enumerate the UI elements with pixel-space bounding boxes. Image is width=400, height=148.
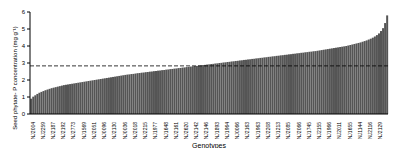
svg-text:NJ2146: NJ2146 [203,122,209,139]
svg-text:NJ2192: NJ2192 [60,122,66,139]
svg-text:NJ2130: NJ2130 [111,122,117,139]
svg-text:NJ1977: NJ1977 [152,122,158,139]
svg-text:NJ2129: NJ2129 [377,122,383,139]
svg-text:NJ2051: NJ2051 [91,122,97,139]
svg-text:NJ1655: NJ1655 [347,122,353,139]
svg-text:3: 3 [22,60,26,66]
svg-text:NJ1648: NJ1648 [163,122,169,139]
svg-text:NJ1745: NJ1745 [306,122,312,139]
svg-text:NJ1966: NJ1966 [326,122,332,139]
svg-text:NJ2018: NJ2018 [132,122,138,139]
svg-text:NJ2259: NJ2259 [40,122,46,139]
svg-text:1: 1 [22,94,26,100]
svg-text:NJ1569: NJ1569 [81,122,87,139]
svg-text:NJ2085: NJ2085 [285,122,291,139]
svg-text:6: 6 [22,9,26,15]
svg-text:NJ2011: NJ2011 [336,122,342,139]
svg-text:NJ1213: NJ1213 [275,122,281,139]
svg-text:NJ0096: NJ0096 [101,122,107,139]
svg-text:NJ2142: NJ2142 [193,122,199,139]
svg-text:NJ2163: NJ2163 [244,122,250,139]
svg-text:0: 0 [22,111,26,117]
svg-text:NJ2155: NJ2155 [316,122,322,139]
svg-text:NJ2208: NJ2208 [265,122,271,139]
svg-text:NJ0036: NJ0036 [122,122,128,139]
svg-text:NJ2161: NJ2161 [173,122,179,139]
svg-text:NJ2773: NJ2773 [70,122,76,139]
svg-text:NJ2620: NJ2620 [183,122,189,139]
svg-text:Seed phytate- P concentration: Seed phytate- P concentration (mg g⁻¹) [12,26,18,130]
svg-text:NJ2004: NJ2004 [30,122,36,139]
svg-text:NJ2187: NJ2187 [50,122,56,139]
svg-text:Genotypes: Genotypes [192,142,226,148]
svg-text:NJ2116: NJ2116 [367,122,373,139]
svg-text:4: 4 [22,43,26,49]
svg-text:5: 5 [22,26,26,32]
svg-text:NJ1963: NJ1963 [255,122,261,139]
svg-text:NJ2215: NJ2215 [142,122,148,139]
svg-text:NJ0066: NJ0066 [234,122,240,139]
svg-text:NJ1964: NJ1964 [224,122,230,139]
svg-text:NJ1893: NJ1893 [214,122,220,139]
svg-text:NJ1144: NJ1144 [357,122,363,139]
svg-text:2: 2 [22,77,26,83]
svg-text:NJ2066: NJ2066 [296,122,302,139]
